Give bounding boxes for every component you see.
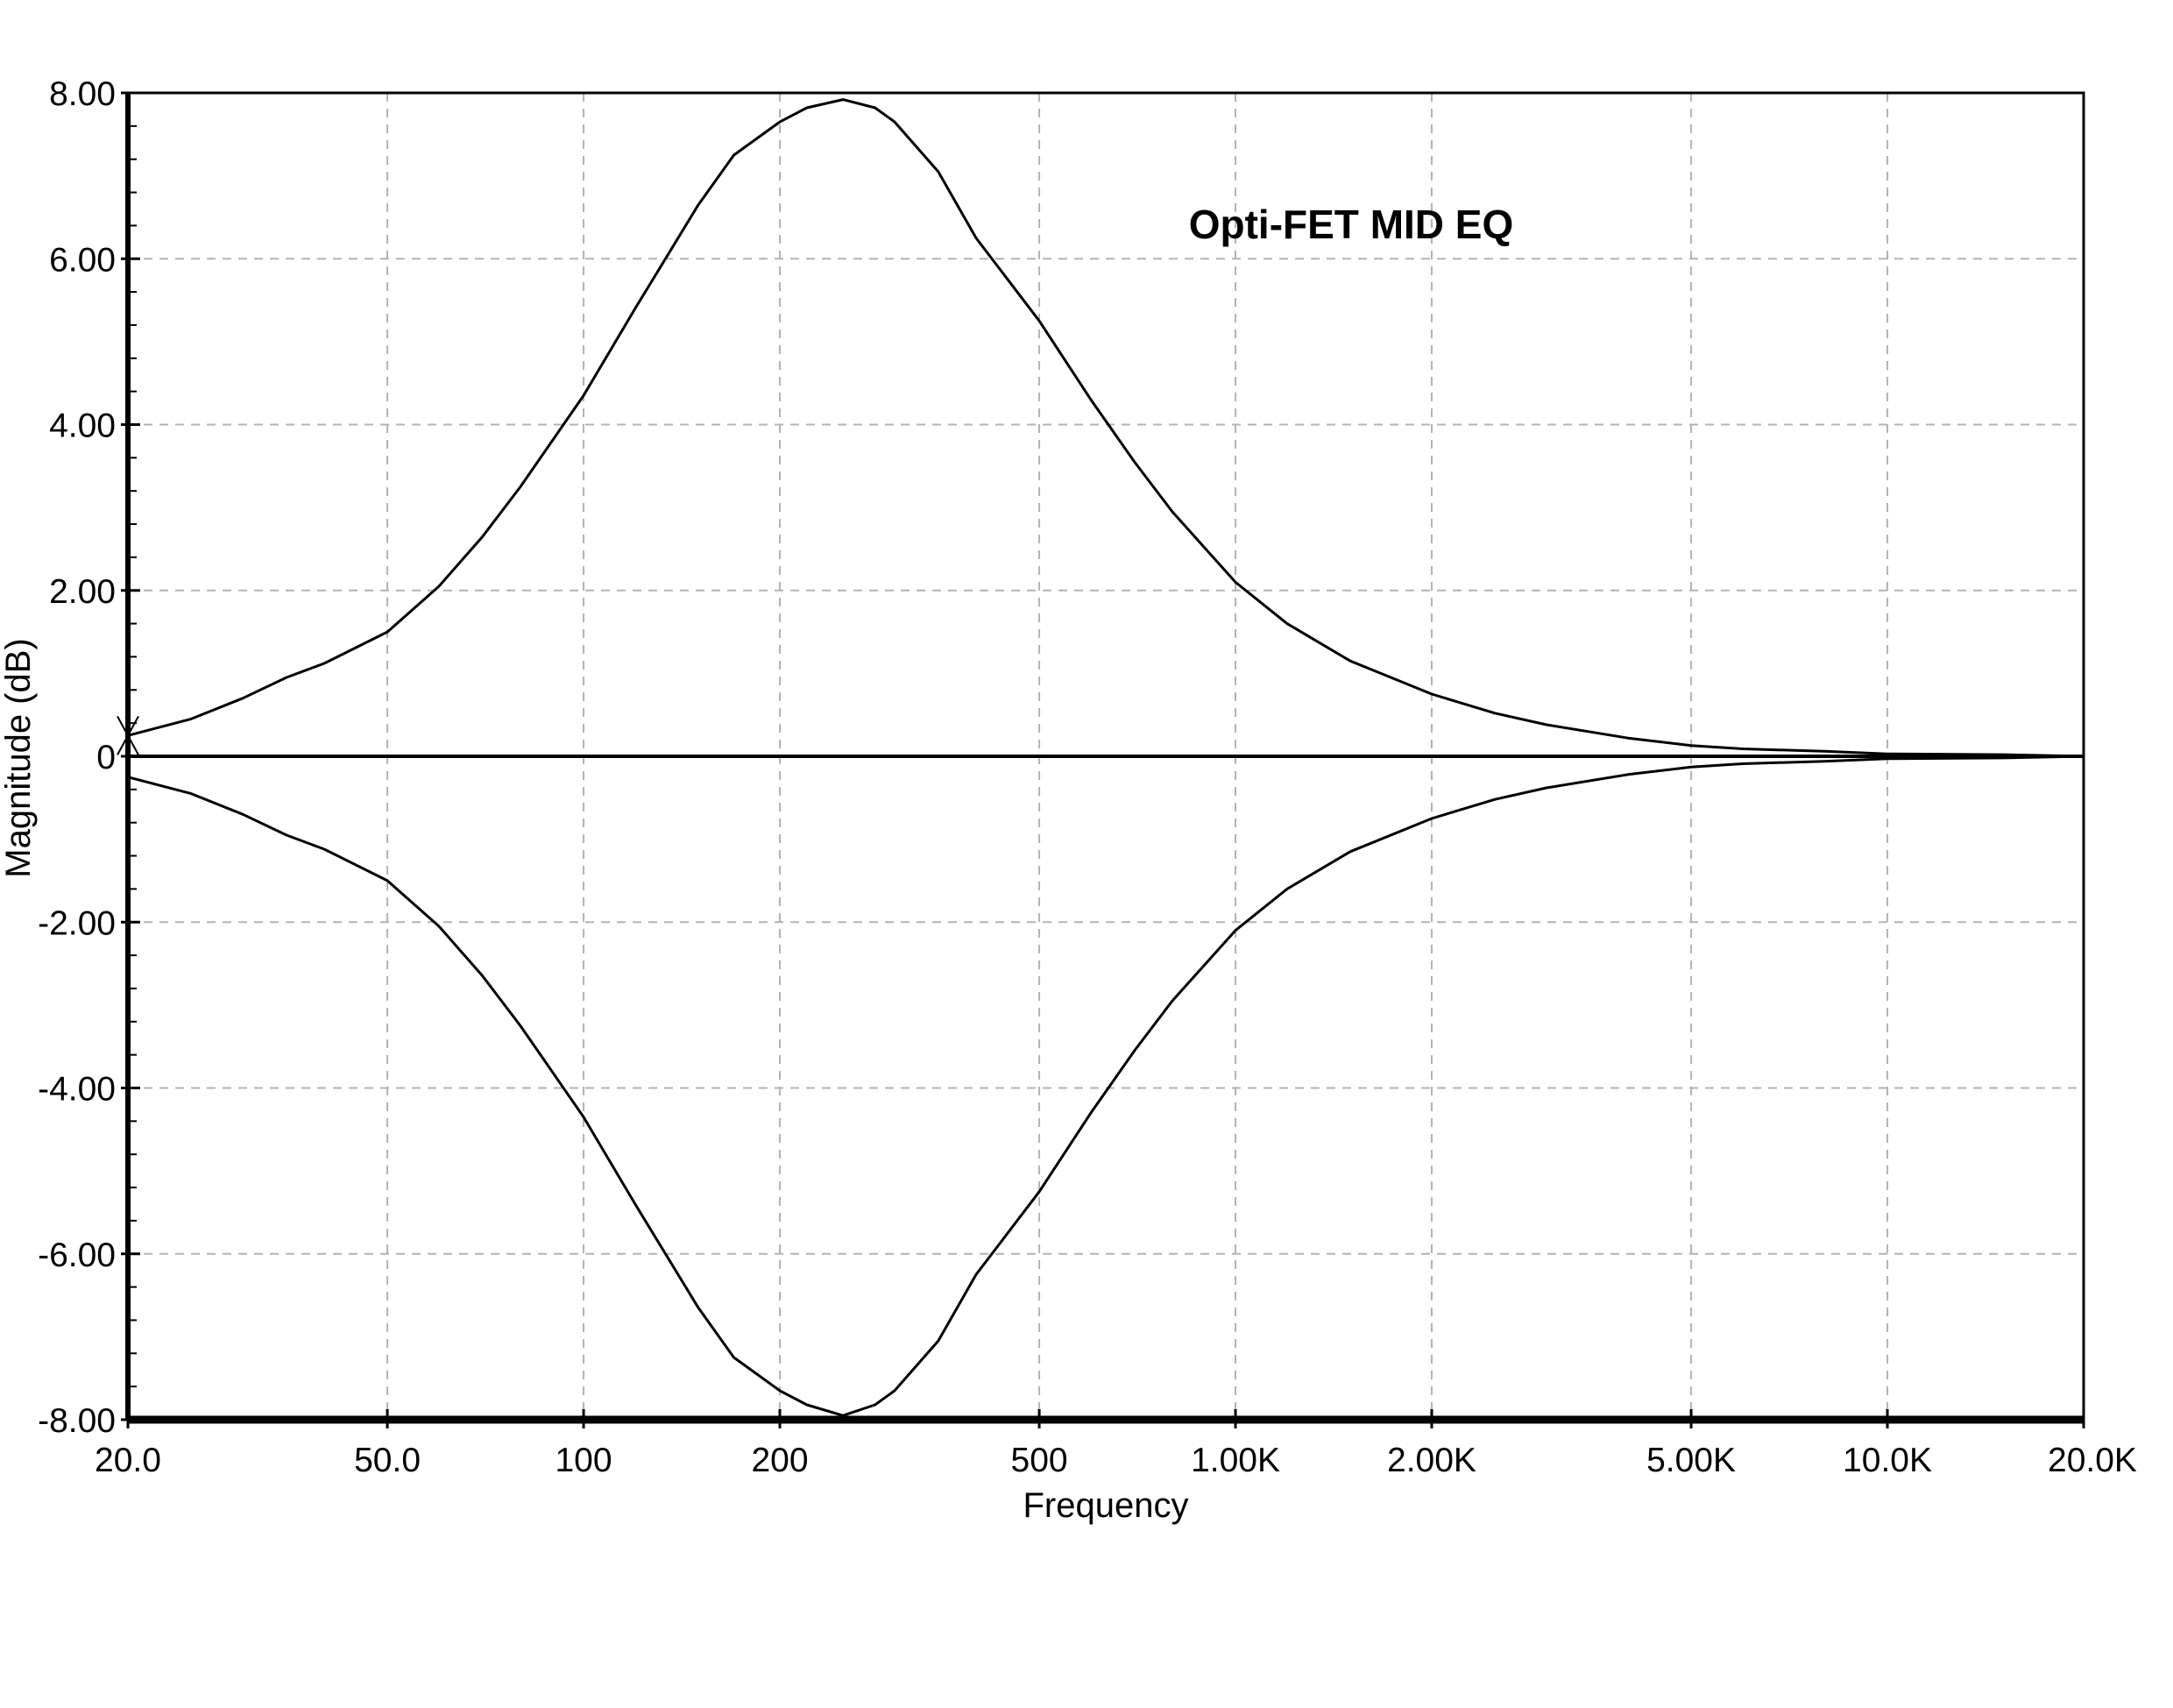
plot-frame <box>125 91 2085 1424</box>
y-tick-label: 6.00 <box>49 241 116 279</box>
x-tick-label: 5.00K <box>1646 1442 1736 1479</box>
x-tick-label: 100 <box>555 1442 612 1479</box>
x-tick-label: 20.0K <box>2048 1442 2137 1479</box>
chart-title: Opti-FET MID EQ <box>1189 202 1514 247</box>
y-tick-label: 0 <box>96 739 116 776</box>
x-tick-label: 20.0 <box>95 1442 161 1479</box>
y-tick-label: 2.00 <box>49 573 116 611</box>
y-tick-label: 4.00 <box>49 408 116 445</box>
x-tick-label: 2.00K <box>1387 1442 1476 1479</box>
y-tick-label: -2.00 <box>38 904 116 942</box>
series-line-1 <box>127 98 2085 758</box>
y-tick-label: -6.00 <box>38 1237 116 1274</box>
ticks: 8.006.004.002.000-2.00-4.00-6.00-8.0020.… <box>38 75 2137 1479</box>
x-tick-label: 50.0 <box>354 1442 421 1479</box>
x-tick-label: 200 <box>751 1442 808 1479</box>
x-tick-label: 10.0K <box>1843 1442 1932 1479</box>
x-tick-label: 500 <box>1011 1442 1068 1479</box>
y-tick-label: -4.00 <box>38 1071 116 1109</box>
y-tick-label: -8.00 <box>38 1402 116 1440</box>
x-tick-label: 1.00K <box>1191 1442 1280 1479</box>
y-tick-label: 8.00 <box>49 75 116 113</box>
y-axis-label: Magnitude (dB) <box>0 638 38 877</box>
x-axis-label: Frequency <box>1023 1486 1189 1525</box>
series-line-2 <box>127 755 2085 1417</box>
